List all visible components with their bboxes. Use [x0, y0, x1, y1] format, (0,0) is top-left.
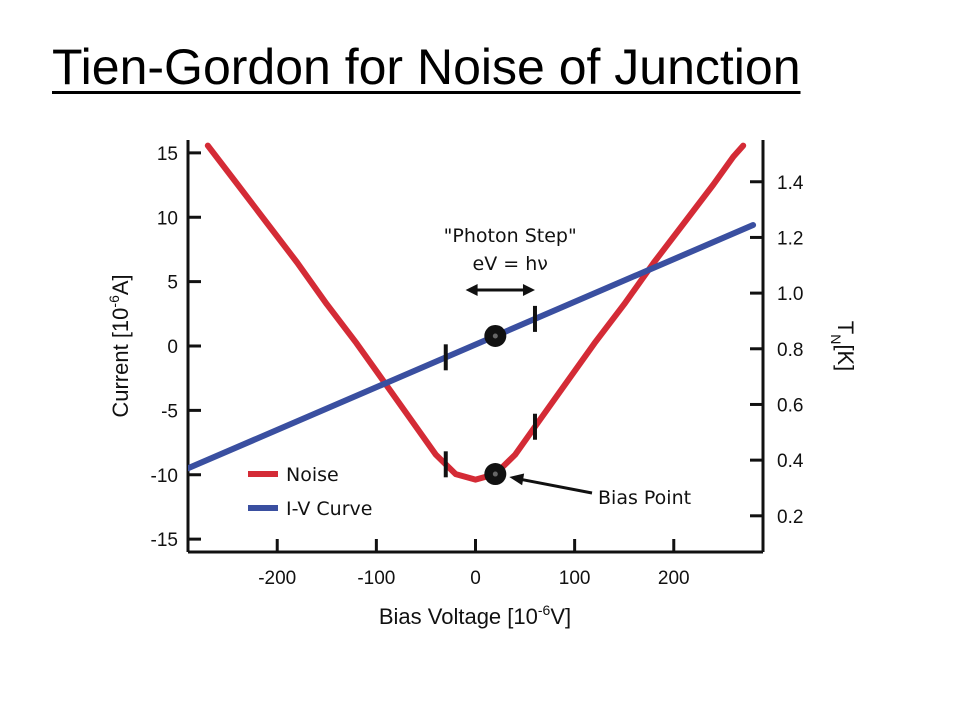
x-tick-label: 100 [559, 568, 591, 589]
y-right-tick-label: 1.4 [777, 173, 804, 194]
legend-label-i-v-curve: I-V Curve [286, 498, 372, 520]
y-right-tick-label: 0.8 [777, 340, 803, 361]
x-axis-title: Bias Voltage [10-6V] [379, 602, 571, 629]
i-v-curve-series [188, 222, 757, 472]
y-left-tick-label: -10 [151, 466, 178, 487]
y-left-tick-label: 0 [167, 337, 178, 358]
bias-point-marker-iv-center [492, 333, 498, 339]
y-left-axis-title: Current [10-6A] [106, 274, 133, 417]
y-left-tick-label: 15 [157, 144, 178, 165]
annotations: "Photon Step" eV = hν Bias Point [444, 225, 691, 509]
slide-title: Tien-Gordon for Noise of Junction [52, 39, 801, 95]
photon-step-formula: eV = hν [473, 253, 548, 275]
y-right-tick-label: 1.0 [777, 284, 803, 305]
photon-step-arrowhead-left [465, 284, 478, 296]
series-layer [188, 142, 757, 483]
noise-series [204, 142, 747, 483]
bias-point-arrowhead [509, 473, 525, 486]
photon-step-arrowhead-right [522, 284, 535, 296]
y-left-tick-label: -5 [161, 401, 178, 422]
y-left-tick-label: 10 [157, 208, 178, 229]
axis-ticks: 15 10 5 0 -5 -10 -15 1.4 1.2 1.0 0.8 0.6 0.4 0.2 -200 -… [151, 144, 804, 589]
y-right-tick-label: 0.6 [777, 395, 803, 416]
y-right-tick-label: 0.4 [777, 451, 804, 472]
x-tick-label: -200 [258, 568, 296, 589]
y-right-tick-label: 1.2 [777, 228, 803, 249]
x-tick-label: 0 [470, 568, 481, 589]
x-tick-label: -100 [357, 568, 395, 589]
legend: Noise I-V Curve [248, 464, 372, 520]
x-tick-label: 200 [658, 568, 690, 589]
y-left-tick-label: -15 [151, 530, 178, 551]
y-right-tick-label: 0.2 [777, 507, 803, 528]
bias-point-arrow [519, 477, 593, 495]
photon-step-label: "Photon Step" [444, 225, 577, 247]
bias-point-marker-noise-center [492, 471, 498, 477]
bias-point-label: Bias Point [598, 487, 691, 509]
y-left-tick-label: 5 [167, 273, 178, 294]
legend-label-noise: Noise [286, 464, 339, 486]
y-right-axis-title: TN[K] [828, 321, 858, 371]
